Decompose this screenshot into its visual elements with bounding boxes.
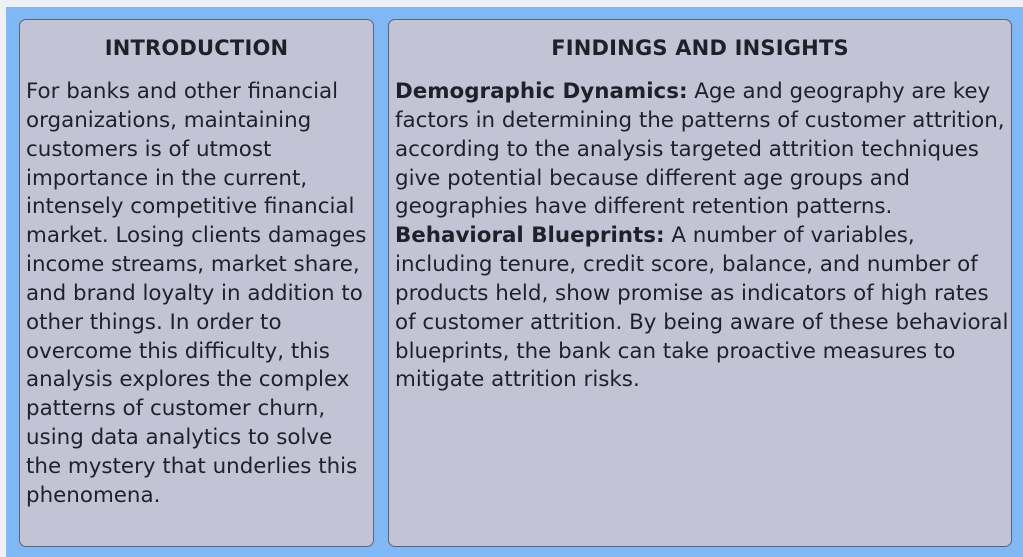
findings-card: FINDINGS AND INSIGHTS Demographic Dynami… xyxy=(388,19,1012,547)
demographic-dynamics-heading: Demographic Dynamics: xyxy=(395,79,688,104)
demographic-dynamics-text: Age and geography are key factors in det… xyxy=(395,79,1005,220)
findings-title: FINDINGS AND INSIGHTS xyxy=(551,36,849,60)
introduction-title: INTRODUCTION xyxy=(104,36,289,60)
introduction-body: For banks and other financial organizati… xyxy=(26,79,367,508)
findings-body: Demographic Dynamics: Age and geography … xyxy=(395,78,1009,395)
behavioral-blueprints-heading: Behavioral Blueprints: xyxy=(395,223,665,249)
behavioral-blueprints-text: A number of variables, including tenure,… xyxy=(395,223,1009,393)
introduction-card: INTRODUCTION For banks and other financi… xyxy=(19,19,374,547)
